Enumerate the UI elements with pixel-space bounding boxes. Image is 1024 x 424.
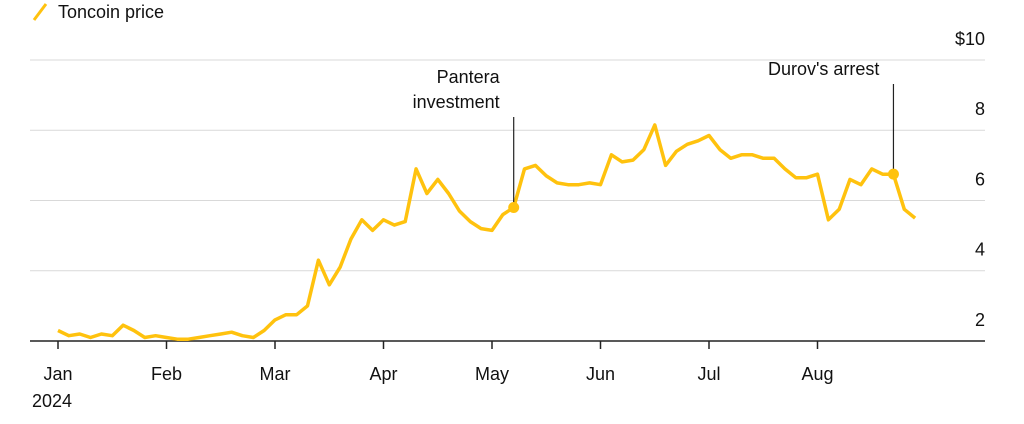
x-tick-label: Apr (369, 364, 397, 384)
year-label: 2024 (32, 391, 72, 411)
annotation-label: investment (413, 92, 500, 112)
x-tick-label: Feb (151, 364, 182, 384)
y-tick-label: $10 (955, 29, 985, 49)
x-tick-label: Jan (43, 364, 72, 384)
annotation-dot (508, 202, 520, 214)
annotation-label: Pantera (437, 67, 501, 87)
y-tick-label: 4 (975, 240, 985, 260)
x-tick-label: Jul (697, 364, 720, 384)
price-line (57, 123, 917, 341)
legend-label: Toncoin price (58, 2, 164, 22)
legend-swatch (32, 3, 48, 21)
x-tick-label: Mar (260, 364, 291, 384)
annotation-dot (887, 168, 899, 180)
y-tick-label: 8 (975, 99, 985, 119)
x-tick-label: Aug (801, 364, 833, 384)
y-tick-label: 2 (975, 310, 985, 330)
x-tick-label: May (475, 364, 509, 384)
x-tick-label: Jun (586, 364, 615, 384)
annotation-label: Durov's arrest (768, 59, 879, 79)
y-tick-label: 6 (975, 169, 985, 189)
